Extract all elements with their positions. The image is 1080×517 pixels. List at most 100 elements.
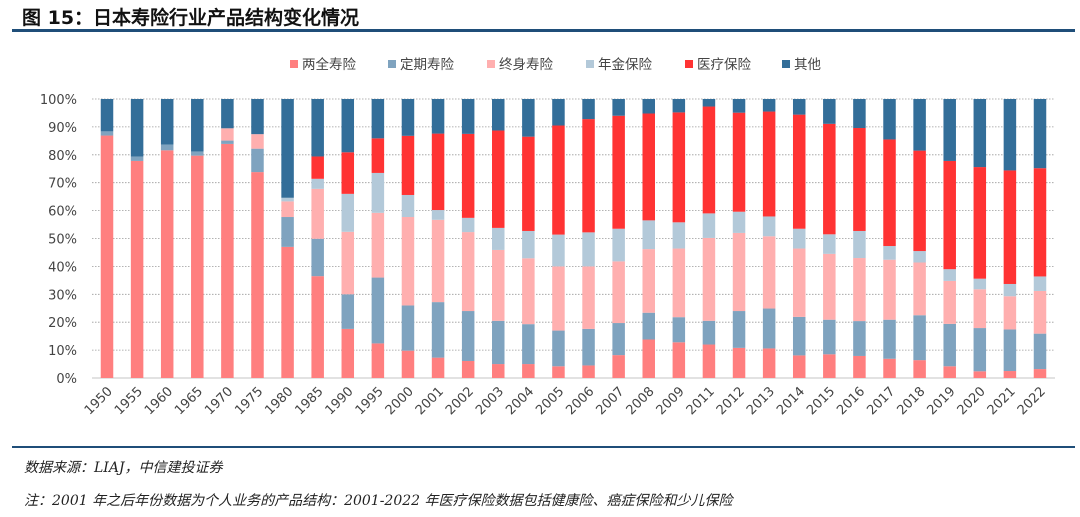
bar-segment-两全寿险-1995	[371, 343, 385, 378]
bar-segment-其他-2013	[762, 99, 776, 112]
bar-segment-年金保险-2021	[1003, 283, 1017, 297]
x-tick-label: 2015	[804, 384, 838, 418]
bar-segment-其他-1960	[160, 99, 174, 145]
bar-segment-年金保险-2001	[431, 210, 445, 220]
x-tick-label: 2018	[894, 384, 928, 418]
bar-segment-定期寿险-2012	[732, 311, 746, 348]
bar-segment-医疗保险-2007	[612, 115, 625, 229]
x-tick-label: 1975	[232, 384, 266, 418]
bar-segment-年金保险-2012	[732, 211, 746, 233]
bar-segment-年金保险-2009	[672, 222, 686, 249]
x-tick-label: 1995	[353, 384, 387, 418]
bar-segment-年金保险-2013	[762, 216, 776, 237]
legend-item-定期寿险: 定期寿险	[388, 56, 454, 73]
bar-segment-年金保险-2020	[973, 278, 987, 290]
bar-segment-终身寿险-2007	[612, 261, 625, 324]
bar-stack-2008	[642, 99, 655, 378]
bar-segment-定期寿险-2007	[612, 323, 625, 356]
x-tick-label: 2014	[774, 384, 808, 418]
x-tick-label: 2019	[925, 384, 959, 418]
bar-stack-2018	[913, 99, 926, 378]
x-tick-label: 2007	[593, 384, 627, 418]
bar-segment-其他-2002	[461, 99, 475, 134]
legend-label: 定期寿险	[400, 56, 454, 73]
bar-stack-2016	[853, 99, 866, 378]
bar-segment-定期寿险-2015	[823, 319, 836, 355]
bar-segment-医疗保险-2006	[582, 119, 595, 233]
bar-segment-两全寿险-2007	[612, 355, 625, 378]
y-tick-label: 70%	[48, 177, 77, 192]
bar-segment-其他-2016	[853, 99, 866, 129]
bar-segment-定期寿险-2006	[582, 328, 595, 366]
bar-segment-两全寿险-2004	[522, 364, 535, 378]
bar-stack-2005	[552, 99, 565, 378]
bar-segment-医疗保险-2008	[642, 113, 655, 221]
bar-stack-2007	[612, 99, 625, 378]
bar-segment-终身寿险-1975	[251, 134, 264, 149]
bar-segment-终身寿险-2004	[522, 258, 535, 325]
bar-segment-终身寿险-2008	[642, 249, 655, 313]
bar-segment-年金保险-2005	[552, 234, 565, 267]
y-tick-label: 50%	[48, 233, 77, 248]
bar-segment-定期寿险-2022	[1033, 333, 1047, 370]
legend-swatch	[586, 60, 594, 68]
bar-segment-两全寿险-2019	[943, 366, 956, 378]
legend-label: 其他	[794, 57, 821, 73]
bar-segment-定期寿险-1960	[160, 144, 174, 151]
bar-segment-定期寿险-1975	[251, 148, 264, 173]
bar-stack-2019	[943, 99, 956, 378]
x-tick-label: 1965	[172, 384, 206, 418]
bar-segment-定期寿险-2002	[461, 311, 475, 361]
bar-segment-医疗保险-1985	[311, 156, 324, 179]
bar-stack-2012	[732, 99, 746, 378]
bar-stack-2004	[522, 99, 535, 378]
bar-segment-定期寿险-2018	[913, 315, 926, 361]
bar-segment-两全寿险-2018	[913, 360, 926, 378]
bar-stack-1995	[371, 99, 385, 378]
legend-item-医疗保险: 医疗保险	[685, 57, 751, 73]
x-tick-label: 2000	[383, 384, 417, 418]
bar-segment-定期寿险-1950	[100, 131, 114, 136]
legend-item-两全寿险: 两全寿险	[290, 56, 356, 73]
legend-item-其他: 其他	[782, 57, 821, 73]
bar-segment-年金保险-2019	[943, 269, 956, 281]
legend-swatch	[388, 60, 396, 68]
bar-segment-医疗保险-2002	[461, 133, 475, 218]
x-tick-label: 2006	[563, 384, 597, 418]
bar-segment-年金保险-1995	[371, 172, 385, 213]
bar-segment-其他-2014	[792, 99, 806, 115]
bar-segment-定期寿险-2009	[672, 317, 686, 343]
y-tick-label: 90%	[48, 121, 77, 136]
bar-segment-医疗保险-2015	[823, 123, 836, 235]
bar-segment-终身寿险-2018	[913, 262, 926, 316]
bar-segment-两全寿险-2022	[1033, 369, 1047, 378]
bar-segment-终身寿险-1985	[311, 188, 324, 239]
bar-segment-定期寿险-1980	[281, 217, 294, 247]
bar-segment-定期寿险-2020	[973, 328, 987, 372]
legend-label: 两全寿险	[302, 56, 356, 73]
bar-segment-定期寿险-2000	[401, 305, 415, 351]
bar-segment-年金保险-1985	[311, 178, 324, 189]
legend-swatch	[290, 60, 298, 68]
x-tick-label: 1985	[292, 384, 326, 418]
bar-segment-其他-2001	[431, 99, 445, 134]
bar-segment-终身寿险-2001	[431, 219, 445, 303]
bar-segment-其他-2012	[732, 99, 746, 113]
legend-swatch	[487, 60, 495, 68]
bar-segment-终身寿险-2020	[973, 289, 987, 329]
bar-segment-医疗保险-2009	[672, 112, 686, 223]
bar-stack-2020	[973, 99, 987, 378]
bar-segment-两全寿险-2017	[883, 358, 896, 378]
bar-segment-医疗保险-2022	[1033, 168, 1047, 277]
bar-segment-终身寿险-2014	[792, 248, 806, 317]
x-tick-label: 1960	[142, 384, 176, 418]
bar-segment-年金保险-2008	[642, 220, 655, 250]
bar-segment-两全寿险-2014	[792, 355, 806, 378]
bar-stack-1960	[160, 99, 174, 378]
bar-segment-终身寿险-2003	[492, 249, 505, 321]
bar-segment-医疗保险-2003	[492, 130, 505, 228]
bar-segment-终身寿险-2017	[883, 259, 896, 320]
x-tick-label: 2003	[473, 384, 507, 418]
bar-segment-其他-2009	[672, 99, 686, 113]
bar-segment-终身寿险-2016	[853, 258, 866, 322]
